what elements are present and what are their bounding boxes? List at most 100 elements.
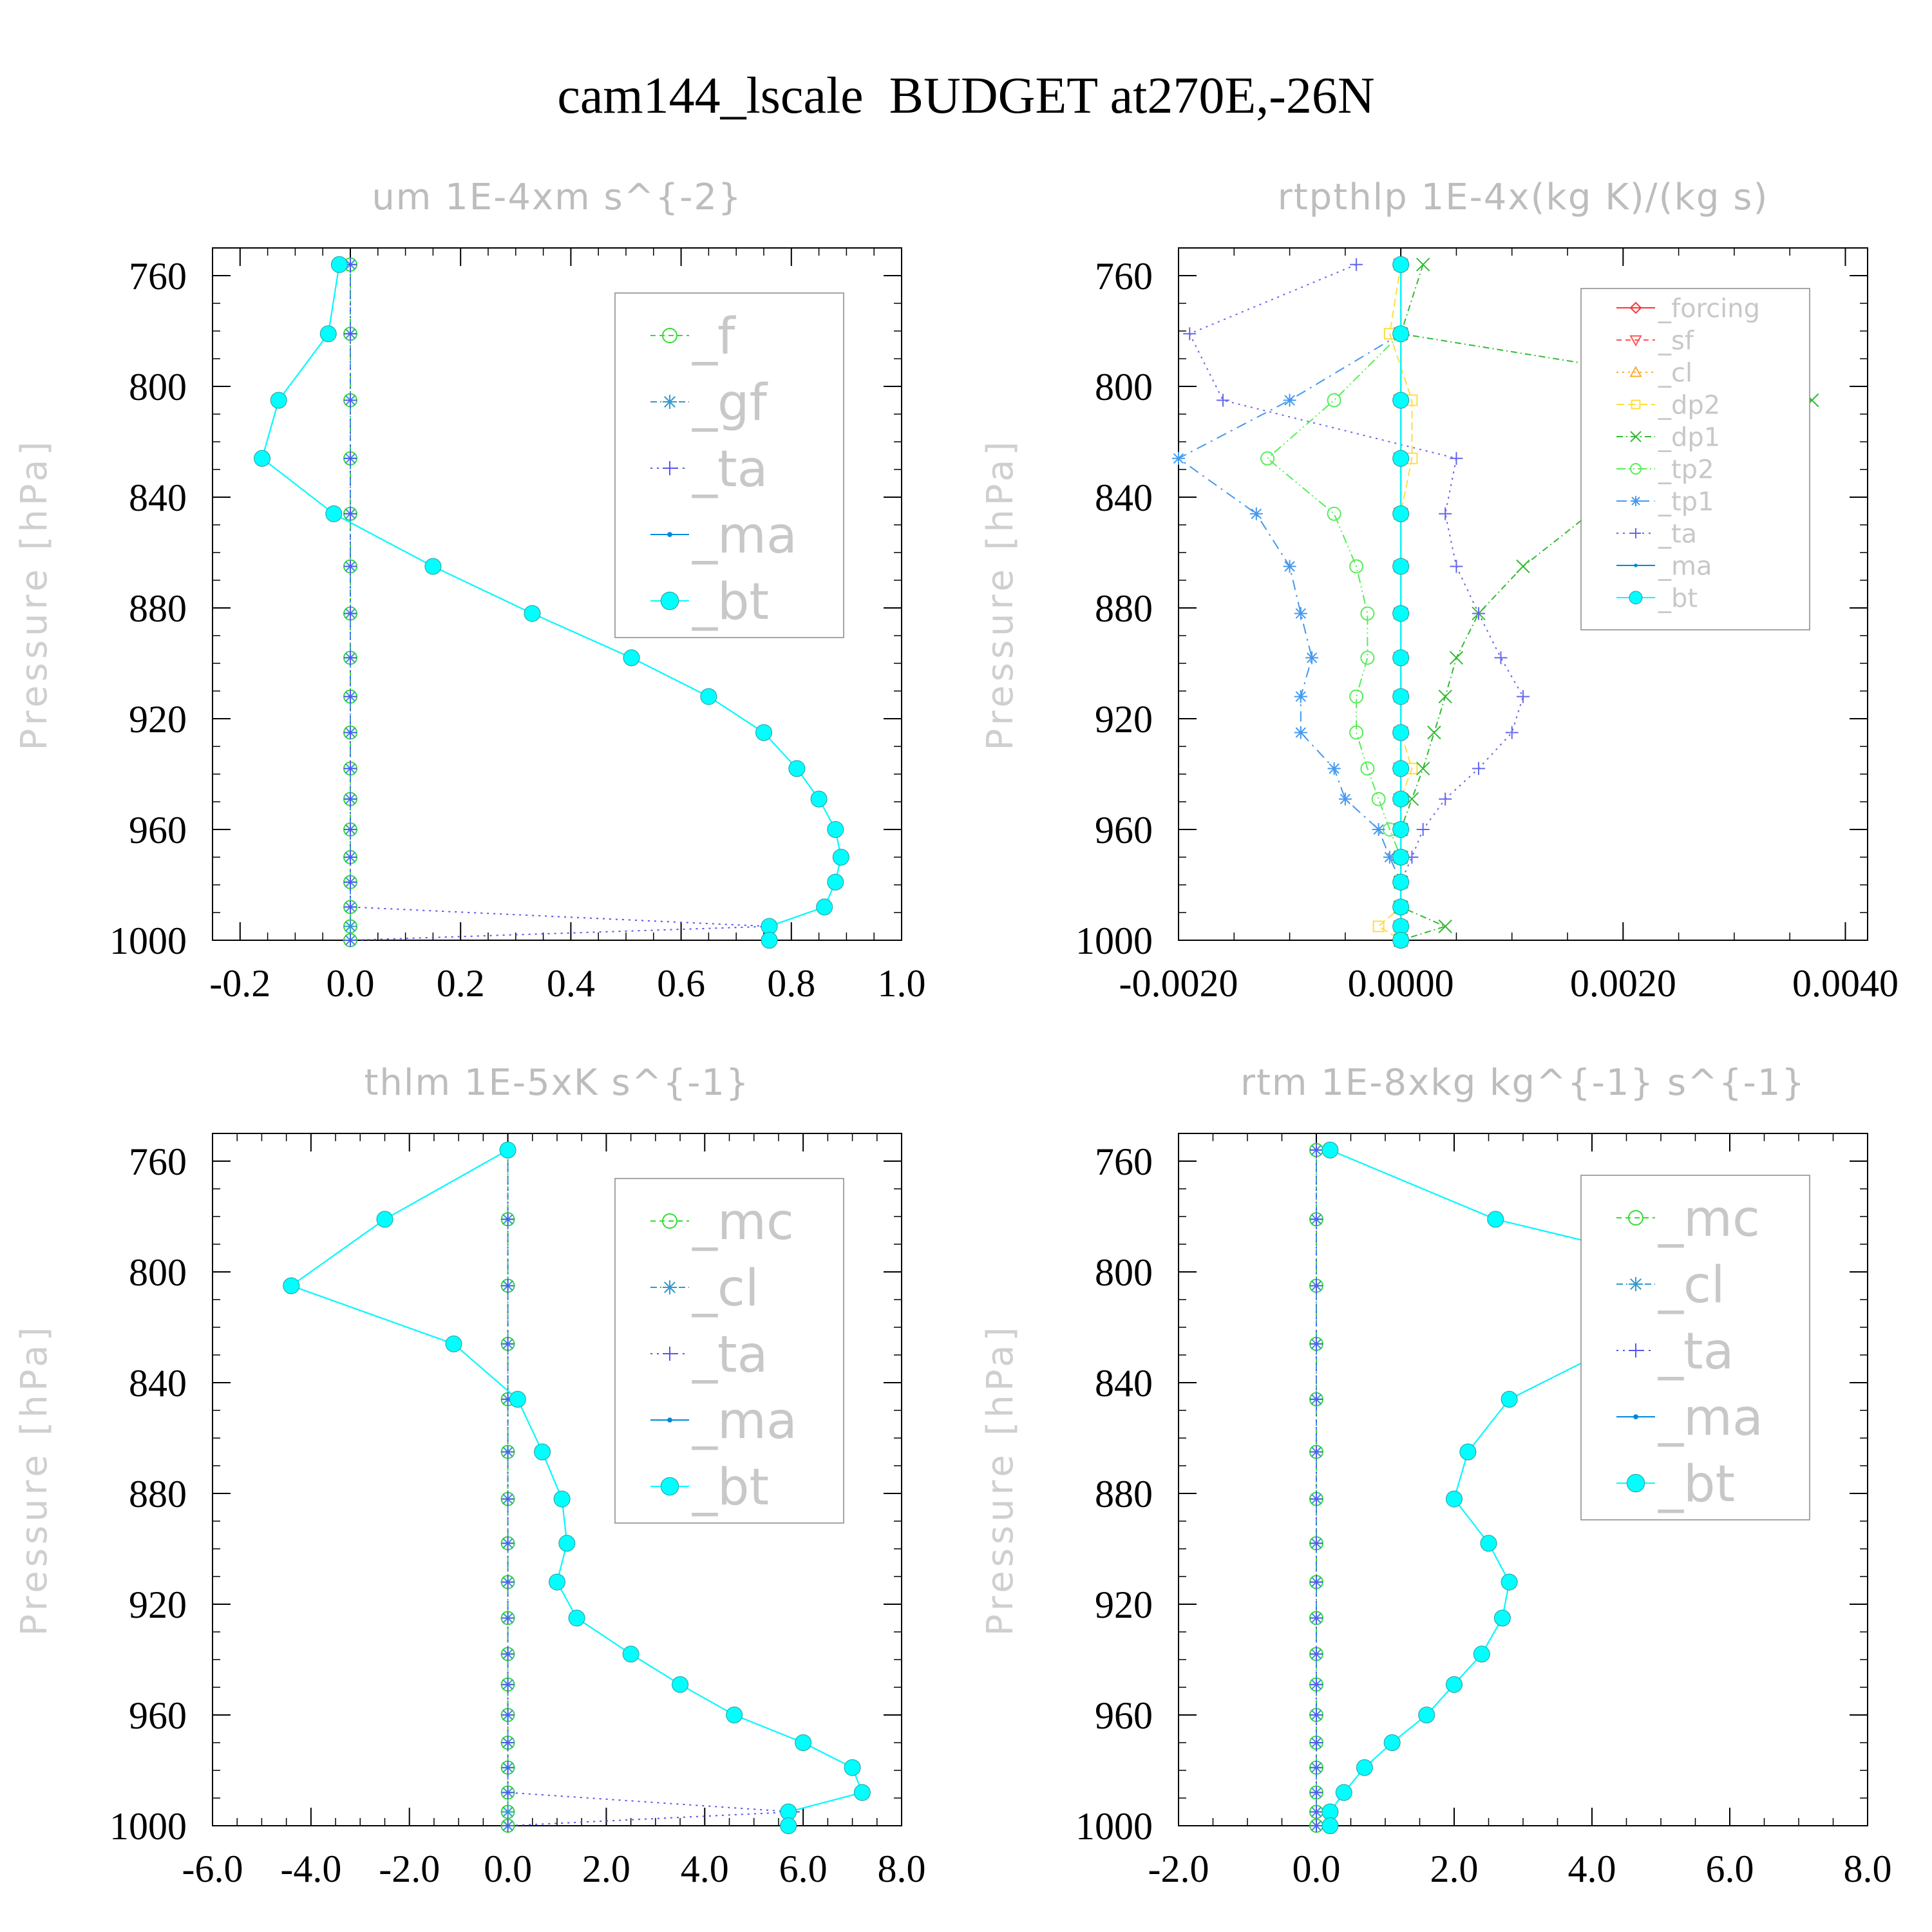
y-tick-label-880: 880 xyxy=(1095,1473,1153,1515)
y-tick-label-920: 920 xyxy=(1095,698,1153,741)
y-tick-label-800: 800 xyxy=(129,366,187,408)
point-bt-11 xyxy=(1392,790,1410,808)
x-tick-label-8-0: 8.0 xyxy=(878,1848,926,1890)
legend-marker xyxy=(663,461,677,475)
point-bt-17 xyxy=(761,932,778,949)
legend-entry-cl: _cl xyxy=(1616,1256,1725,1314)
point-bt-9 xyxy=(755,724,772,741)
point-bt-5 xyxy=(534,1443,551,1461)
legend: _mc _cl _ta _ma _bt xyxy=(1580,1175,1810,1520)
y-tick-label-880: 880 xyxy=(1095,587,1153,630)
point-bt-3 xyxy=(445,1335,462,1352)
legend-marker xyxy=(1629,1343,1643,1358)
legend-entry-bt: _bt xyxy=(1616,583,1698,613)
point-ta-13 xyxy=(344,851,357,864)
point-ta-17 xyxy=(344,934,357,947)
series-ta xyxy=(1310,1143,1323,1832)
legend-label: _ma xyxy=(1658,551,1712,581)
y-tick-label-800: 800 xyxy=(1095,1251,1153,1294)
point-dp1-16 xyxy=(1438,919,1452,934)
legend-entry-forcing: _forcing xyxy=(1616,294,1760,323)
y-tick-label-800: 800 xyxy=(1095,366,1153,408)
point-tp1-8 xyxy=(1294,690,1307,703)
point-ta-15 xyxy=(344,900,357,914)
point-ta-0 xyxy=(1350,258,1363,271)
point-bt-13 xyxy=(832,849,849,866)
legend-marker xyxy=(1633,1414,1638,1419)
y-axis-label: Pressure [hPa] xyxy=(14,438,55,751)
point-ta-12 xyxy=(1416,823,1430,836)
point-bt-12 xyxy=(1392,821,1410,838)
point-bt-9 xyxy=(568,1609,585,1627)
point-gf-16 xyxy=(344,920,357,933)
y-tick-label-760: 760 xyxy=(1095,1141,1153,1183)
legend-marker xyxy=(1630,463,1642,475)
point-ta-8 xyxy=(1517,690,1530,703)
point-bt-0 xyxy=(330,256,348,273)
y-tick-label-800: 800 xyxy=(129,1251,187,1294)
point-ta-1 xyxy=(1183,327,1197,341)
series-bt xyxy=(1392,256,1410,949)
point-bt-17 xyxy=(1321,1817,1339,1834)
legend-entry-mc: _mc xyxy=(1616,1190,1760,1248)
point-bt-7 xyxy=(1480,1535,1497,1552)
figure-title: cam144_lscale BUDGET at270E,-26N xyxy=(557,68,1374,124)
y-tick-label-960: 960 xyxy=(1095,1694,1153,1737)
plot-frame xyxy=(1178,1133,1868,1826)
point-dp1-10 xyxy=(1416,761,1430,776)
point-bt-9 xyxy=(1392,724,1410,741)
legend-label: _ta xyxy=(1658,1323,1734,1381)
point-tp1-7 xyxy=(1305,651,1319,665)
point-bt-8 xyxy=(700,688,717,705)
point-tp1-9 xyxy=(1294,726,1307,739)
legend-label: _bt xyxy=(1658,583,1698,613)
legend-marker xyxy=(1631,399,1641,410)
y-tick-label-760: 760 xyxy=(1095,255,1153,298)
point-ta-2 xyxy=(344,393,357,407)
point-bt-11 xyxy=(672,1676,689,1693)
legend-entry-ma: _ma xyxy=(1616,551,1712,581)
point-bt-2 xyxy=(1392,392,1410,409)
legend-label: _mc xyxy=(692,1193,794,1251)
point-bt-17 xyxy=(780,1817,797,1834)
point-ta-11 xyxy=(501,1678,515,1691)
point-bt-4 xyxy=(509,1390,526,1408)
point-bt-13 xyxy=(795,1734,812,1751)
point-ta-12 xyxy=(344,823,357,836)
point-bt-7 xyxy=(558,1535,576,1552)
point-ta-13 xyxy=(1310,1736,1323,1749)
point-tp1-4 xyxy=(1249,507,1263,520)
legend-label: _tp2 xyxy=(1658,455,1714,484)
point-ta-9 xyxy=(1310,1611,1323,1625)
legend-entry-dp1: _dp1 xyxy=(1616,422,1720,452)
point-bt-2 xyxy=(283,1277,300,1294)
point-bt-5 xyxy=(424,558,442,575)
legend-entry-ta: _ta xyxy=(650,440,768,498)
x-tick-label-6-0: -6.0 xyxy=(182,1848,243,1890)
legend-label: _sf xyxy=(1658,326,1694,355)
legend-entry-ta: _ta xyxy=(1616,1323,1734,1381)
point-bt-11 xyxy=(1446,1676,1463,1693)
point-cl-16 xyxy=(501,1805,515,1819)
point-ta-5 xyxy=(501,1445,515,1459)
point-bt-4 xyxy=(1392,505,1410,522)
point-tp2-5 xyxy=(1349,559,1364,574)
point-bt-1 xyxy=(1487,1211,1504,1228)
legend-marker xyxy=(662,1213,677,1229)
legend-marker xyxy=(660,591,679,611)
y-tick-label-960: 960 xyxy=(129,809,187,851)
point-tp1-13 xyxy=(1383,851,1396,864)
legend-frame xyxy=(1580,288,1810,630)
point-bt-10 xyxy=(1473,1645,1490,1663)
point-ta-7 xyxy=(1310,1537,1323,1550)
point-bt-5 xyxy=(1392,558,1410,575)
x-tick-label-0-8: 0.8 xyxy=(767,962,815,1005)
legend: _mc _cl _ta _ma _bt xyxy=(614,1178,844,1524)
point-tp1-3 xyxy=(1172,451,1185,465)
legend-label: _cl xyxy=(1658,1256,1725,1314)
x-tick-label-6-0: 6.0 xyxy=(779,1848,828,1890)
y-tick-label-840: 840 xyxy=(129,1362,187,1405)
legend-label: _dp2 xyxy=(1658,390,1720,420)
point-ta-10 xyxy=(501,1647,515,1661)
